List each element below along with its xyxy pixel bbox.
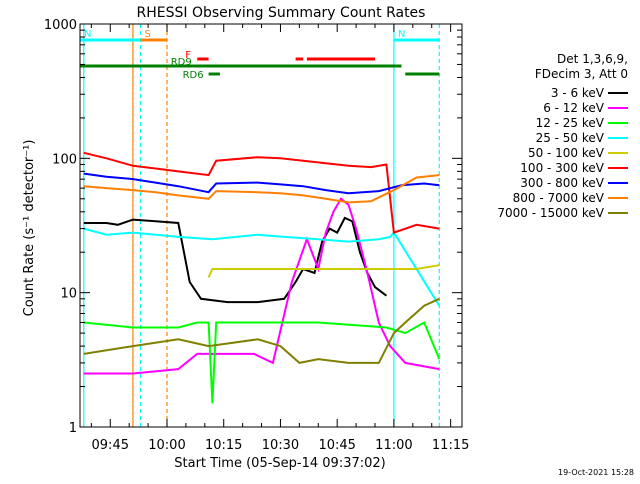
series-line-1	[83, 197, 440, 375]
legend-label-7: 800 - 7000 keV	[513, 191, 605, 205]
legend-label-5: 100 - 300 keV	[520, 161, 604, 175]
x-tick-label-4: 10:45	[318, 438, 355, 453]
series-line-7	[83, 174, 440, 204]
series-line-2	[83, 321, 441, 404]
y-tick-label-2: 100	[52, 152, 77, 167]
series-line-3	[83, 227, 441, 307]
x-tick-label-0: 09:45	[92, 438, 129, 453]
legend-label-1: 6 - 12 keV	[543, 101, 605, 115]
flag-label-6: RD9	[171, 57, 192, 68]
x-tick-label-2: 10:15	[205, 438, 242, 453]
footer-timestamp: 19-Oct-2021 15:28	[558, 468, 634, 477]
series-line-8	[83, 297, 440, 364]
flag-label-0: S	[145, 29, 151, 40]
series-line-4	[207, 264, 440, 278]
legend-label-0: 3 - 6 keV	[551, 86, 605, 100]
legend-label-4: 50 - 100 keV	[528, 146, 605, 160]
series-line-5	[83, 151, 440, 234]
x-tick-label-3: 10:30	[262, 438, 299, 453]
flag-label-8: RD6	[183, 70, 204, 81]
x-axis-label: Start Time (05-Sep-14 09:37:02)	[174, 456, 385, 471]
legend-label-3: 25 - 50 keV	[536, 131, 605, 145]
x-tick-label-5: 11:00	[375, 438, 412, 453]
flag-label-2: N	[398, 29, 405, 40]
legend-header-line-1: Det 1,3,6,9,	[557, 52, 628, 66]
legend-label-6: 300 - 800 keV	[520, 176, 604, 190]
legend-label-2: 12 - 25 keV	[536, 116, 605, 130]
chart-title: RHESSI Observing Summary Count Rates	[137, 5, 426, 21]
x-tick-label-6: 11:15	[432, 438, 469, 453]
legend-label-8: 7000 - 15000 keV	[497, 206, 604, 220]
y-axis-label: Count Rate (s⁻¹ detector⁻¹)	[22, 140, 37, 317]
legend-header-line-2: FDecim 3, Att 0	[535, 67, 628, 81]
y-tick-label-0: 1	[69, 421, 77, 436]
series-line-0	[83, 216, 388, 304]
flag-label-1: N	[84, 29, 91, 40]
plot-frame	[79, 23, 463, 428]
x-tick-label-1: 10:00	[148, 438, 185, 453]
series-line-6	[83, 172, 440, 195]
flag-label-3: F	[185, 50, 191, 61]
y-tick-label-1: 10	[60, 287, 77, 302]
y-tick-label-3: 1000	[44, 18, 77, 33]
